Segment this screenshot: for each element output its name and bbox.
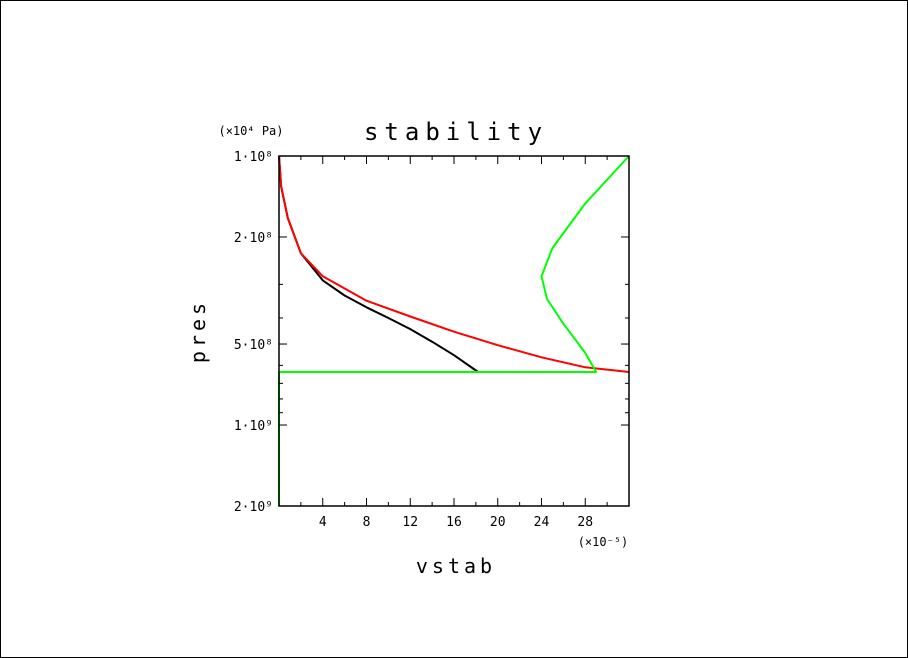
y-unit-label: (×10⁴ Pa) bbox=[218, 124, 283, 138]
x-tick-label: 16 bbox=[446, 515, 462, 530]
y-tick-label: 1·10⁸ bbox=[234, 150, 273, 165]
y-tick-label: 2·10⁸ bbox=[234, 231, 273, 246]
chart-title: stability bbox=[364, 118, 548, 146]
series-layer bbox=[278, 155, 630, 506]
x-axis-title: vstab bbox=[416, 554, 496, 578]
x-tick-label: 4 bbox=[319, 515, 327, 530]
x-tick-label: 20 bbox=[490, 515, 506, 530]
x-tick-label: 24 bbox=[534, 515, 550, 530]
y-tick-label: 5·10⁸ bbox=[234, 338, 273, 353]
x-tick-label: 28 bbox=[577, 515, 593, 530]
series-line-0 bbox=[278, 155, 479, 373]
y-tick-label: 2·10⁹ bbox=[234, 500, 273, 515]
series-line-1 bbox=[278, 155, 630, 373]
series-line-2 bbox=[278, 155, 630, 506]
x-multiplier-label: (×10⁻⁵) bbox=[578, 535, 629, 549]
x-tick-label: 8 bbox=[363, 515, 371, 530]
axes-layer: 4 8 12 16 20 24 28 1·10⁸ 2·10⁸ 5·10⁸ 1·10⁹ 2·10⁹ bbox=[234, 150, 630, 530]
y-axis-title: pres bbox=[186, 299, 210, 363]
y-tick-label: 1·10⁹ bbox=[234, 419, 273, 434]
x-tick-label: 12 bbox=[402, 515, 418, 530]
